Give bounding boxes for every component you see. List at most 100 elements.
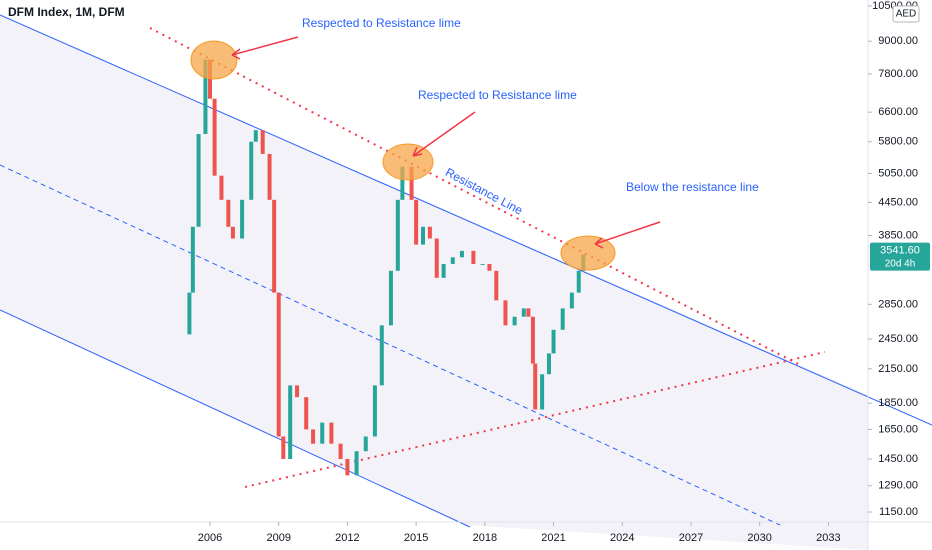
y-tick-label: 3850.00: [878, 229, 918, 241]
channel-lower: [0, 309, 471, 528]
x-tick-label: 2030: [747, 532, 771, 544]
price-bar: [203, 59, 208, 134]
price-bar: [471, 250, 476, 264]
price-bar: [372, 385, 377, 437]
price-bar: [409, 166, 414, 200]
y-tick-label: 6600.00: [878, 106, 918, 118]
price-bar: [363, 436, 368, 452]
support-line: [244, 351, 826, 488]
annotation: Below the resistance line: [626, 180, 759, 194]
price-bar: [288, 385, 293, 459]
price-bar: [400, 166, 405, 200]
price-bar: [320, 422, 325, 444]
price-bar: [272, 199, 277, 293]
chart-title: DFM Index, 1M, DFM: [8, 5, 125, 19]
channel-middle: [0, 164, 781, 526]
price-bar: [253, 130, 258, 142]
price-bar: [441, 263, 446, 278]
price-bar: [295, 385, 300, 398]
price-bar: [512, 316, 517, 326]
price-bar: [487, 263, 492, 271]
price-bar: [533, 363, 538, 410]
y-tick-label: 2850.00: [878, 298, 918, 310]
price-bar: [230, 226, 235, 239]
annotation: Resistance Line: [443, 165, 525, 218]
price-bar: [480, 263, 485, 265]
annotation: Respected to Resistance lime: [418, 88, 577, 102]
x-tick-label: 2009: [266, 532, 290, 544]
last-price: 3541.60: [880, 245, 920, 257]
price-bar: [281, 436, 286, 459]
price-bar: [267, 153, 272, 200]
price-bar: [212, 98, 217, 176]
price-bar: [311, 429, 316, 444]
price-bar: [190, 226, 195, 293]
price-bar: [226, 199, 231, 227]
y-tick-label: 1650.00: [878, 423, 918, 435]
last-price-box: [870, 242, 930, 271]
y-tick-label: 5800.00: [878, 136, 918, 148]
price-bar: [494, 270, 499, 301]
y-tick-label: 5050.00: [878, 167, 918, 179]
x-tick-label: 2024: [610, 532, 634, 544]
price-bar: [379, 325, 384, 386]
y-tick-label: 4450.00: [878, 196, 918, 208]
channel-fill: [0, 15, 868, 550]
y-tick-label: 1290.00: [878, 480, 918, 492]
price-bar: [276, 292, 281, 437]
price-bar: [196, 133, 201, 227]
price-bar: [304, 397, 309, 430]
price-bar: [434, 238, 439, 278]
price-bar: [249, 141, 254, 200]
price-bar: [395, 199, 400, 271]
price-bar: [345, 458, 350, 476]
x-tick-label: 2015: [404, 532, 428, 544]
currency-box: [892, 5, 920, 23]
y-tick-label: 2450.00: [878, 333, 918, 345]
highlight: [190, 40, 238, 80]
price-bar: [354, 451, 359, 476]
price-bar: [551, 329, 556, 354]
y-tick-label: 9000.00: [878, 35, 918, 47]
price-bar: [459, 250, 464, 258]
price-bar: [240, 199, 245, 239]
price-bar: [530, 316, 535, 364]
price-bar: [219, 175, 224, 200]
y-tick-label: 2150.00: [878, 363, 918, 375]
x-tick-label: 2027: [679, 532, 703, 544]
channel-upper: [0, 14, 932, 426]
currency: AED: [896, 9, 917, 20]
price-bar: [560, 308, 565, 330]
price-bar: [503, 300, 508, 326]
highlight: [382, 143, 434, 181]
arrows: [231, 36, 661, 249]
price-bar: [187, 292, 192, 335]
price-bar: [521, 308, 526, 317]
y-tick-label: 1850.00: [878, 397, 918, 409]
y-tick-label: 1150.00: [879, 506, 918, 518]
annotation: Respected to Resistance lime: [302, 16, 461, 30]
price-bar: [546, 353, 551, 375]
price-bar: [260, 130, 265, 154]
price-bar: [421, 226, 426, 245]
x-tick-label: 2033: [816, 532, 840, 544]
price-bar: [329, 422, 334, 444]
x-tick-label: 2012: [335, 532, 359, 544]
price-bar: [450, 257, 455, 264]
price-bar: [569, 292, 574, 309]
x-tick-label: 2006: [198, 532, 222, 544]
y-tick-label: 1450.00: [878, 453, 918, 465]
countdown: 20d 4h: [885, 258, 916, 269]
x-tick-label: 2018: [473, 532, 497, 544]
price-bar: [414, 199, 419, 245]
price-bar: [338, 443, 343, 459]
price-bar: [576, 270, 581, 293]
axes: 10500.009000.007800.006600.005800.005050…: [198, 0, 930, 544]
x-tick-label: 2021: [541, 532, 565, 544]
price-bar: [388, 270, 393, 326]
price-bar: [427, 226, 432, 239]
y-tick-label: 7800.00: [878, 68, 918, 80]
highlight: [560, 235, 616, 271]
price-bar: [540, 374, 545, 410]
